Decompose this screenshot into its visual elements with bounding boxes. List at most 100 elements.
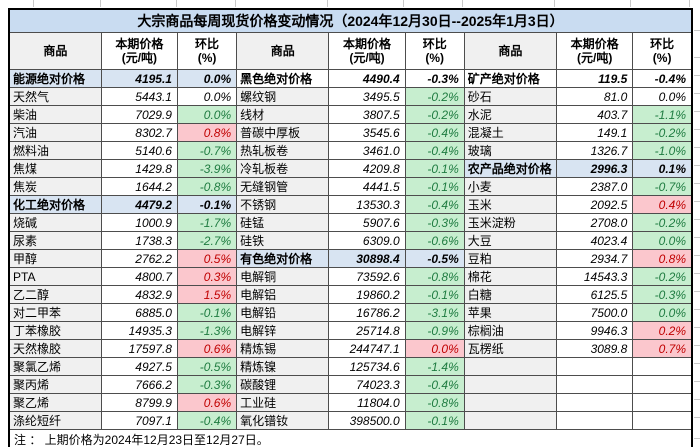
cell-commodity[interactable]: 聚丙烯 [8, 375, 102, 394]
cell-commodity[interactable]: PTA [8, 267, 102, 286]
cell-commodity[interactable]: 丁苯橡胶 [8, 321, 102, 340]
cell-pct-change[interactable]: 0.3% [176, 267, 238, 286]
cell-pct-change[interactable]: -0.2% [404, 87, 465, 106]
cell-commodity[interactable]: 电解铜 [236, 267, 330, 286]
cell-commodity[interactable] [463, 411, 558, 430]
cell-commodity[interactable]: 螺纹钢 [236, 87, 330, 106]
cell-price[interactable]: 7666.2 [100, 375, 178, 394]
cell-pct-change[interactable]: 0.6% [176, 339, 238, 358]
cell-price[interactable]: 2934.7 [556, 249, 634, 268]
cell-price[interactable]: 2387.0 [556, 177, 634, 196]
cell-commodity[interactable]: 有色绝对价格 [236, 249, 330, 268]
cell-pct-change[interactable]: -0.5% [176, 357, 238, 376]
cell-pct-change[interactable]: 0.6% [176, 393, 238, 412]
cell-commodity[interactable]: 不锈钢 [236, 195, 330, 214]
cell-commodity[interactable]: 电解锌 [236, 321, 330, 340]
cell-price[interactable]: 3545.6 [328, 123, 406, 142]
cell-price[interactable]: 119.5 [556, 69, 634, 88]
cell-commodity[interactable] [463, 357, 558, 376]
cell-price[interactable]: 403.7 [556, 105, 634, 124]
cell-pct-change[interactable]: -0.2% [404, 105, 465, 124]
cell-commodity[interactable]: 大豆 [463, 231, 558, 250]
cell-pct-change[interactable]: -2.7% [176, 231, 238, 250]
cell-commodity[interactable]: 棉花 [463, 267, 558, 286]
cell-price[interactable] [556, 357, 634, 376]
col-header-pct[interactable]: 环比 (%) [404, 32, 465, 70]
cell-price[interactable]: 8302.7 [100, 123, 178, 142]
cell-price[interactable]: 2708.0 [556, 213, 634, 232]
cell-pct-change[interactable]: -0.4% [404, 141, 465, 160]
cell-commodity[interactable]: 涤纶短纤 [8, 411, 102, 430]
cell-pct-change[interactable]: -1.4% [404, 357, 465, 376]
cell-pct-change[interactable]: 0.0% [632, 303, 693, 322]
cell-commodity[interactable]: 乙二醇 [8, 285, 102, 304]
cell-price[interactable] [556, 393, 634, 412]
cell-price[interactable]: 4490.4 [328, 69, 406, 88]
cell-pct-change[interactable] [632, 411, 693, 430]
cell-pct-change[interactable]: -0.1% [404, 285, 465, 304]
cell-pct-change[interactable]: -0.7% [632, 177, 693, 196]
cell-pct-change[interactable]: -0.3% [632, 285, 693, 304]
cell-commodity[interactable]: 普碳中厚板 [236, 123, 330, 142]
col-header-commodity[interactable]: 商品 [463, 32, 558, 70]
cell-pct-change[interactable]: 0.0% [176, 69, 238, 88]
cell-pct-change[interactable]: -0.9% [404, 321, 465, 340]
cell-commodity[interactable]: 汽油 [8, 123, 102, 142]
cell-commodity[interactable]: 氧化镨钕 [236, 411, 330, 430]
cell-price[interactable]: 4832.9 [100, 285, 178, 304]
cell-commodity[interactable]: 矿产绝对价格 [463, 69, 558, 88]
cell-price[interactable]: 81.0 [556, 87, 634, 106]
cell-price[interactable] [556, 411, 634, 430]
col-header-price[interactable]: 本期价格 (元/吨) [328, 32, 406, 70]
cell-commodity[interactable]: 焦炭 [8, 177, 102, 196]
cell-pct-change[interactable] [632, 357, 693, 376]
cell-pct-change[interactable]: 0.0% [404, 339, 465, 358]
cell-pct-change[interactable]: 0.0% [176, 87, 238, 106]
cell-commodity[interactable]: 白糖 [463, 285, 558, 304]
cell-pct-change[interactable]: -0.4% [404, 195, 465, 214]
cell-price[interactable]: 2092.5 [556, 195, 634, 214]
cell-price[interactable]: 3807.5 [328, 105, 406, 124]
col-header-pct[interactable]: 环比 (%) [176, 32, 238, 70]
cell-commodity[interactable]: 混凝土 [463, 123, 558, 142]
cell-pct-change[interactable]: 0.5% [176, 249, 238, 268]
cell-price[interactable]: 5140.6 [100, 141, 178, 160]
cell-commodity[interactable]: 天然橡胶 [8, 339, 102, 358]
cell-pct-change[interactable]: -0.4% [404, 375, 465, 394]
cell-commodity[interactable]: 玉米 [463, 195, 558, 214]
cell-price[interactable]: 1738.3 [100, 231, 178, 250]
cell-pct-change[interactable]: -0.6% [404, 231, 465, 250]
cell-price[interactable]: 4023.4 [556, 231, 634, 250]
cell-commodity[interactable]: 碳酸锂 [236, 375, 330, 394]
cell-pct-change[interactable]: -0.4% [176, 411, 238, 430]
cell-pct-change[interactable]: -0.2% [632, 267, 693, 286]
table-title[interactable]: 大宗商品每周现货价格变动情况（2024年12月30日--2025年1月3日） [8, 8, 693, 33]
cell-pct-change[interactable]: -1.7% [176, 213, 238, 232]
cell-commodity[interactable]: 精炼镍 [236, 357, 330, 376]
cell-pct-change[interactable]: -0.3% [176, 375, 238, 394]
cell-pct-change[interactable]: -3.9% [176, 159, 238, 178]
cell-pct-change[interactable]: 0.0% [632, 231, 693, 250]
footnote[interactable]: 注 ： 上期价格为2024年12月23日至12月27日。 [8, 429, 693, 447]
cell-price[interactable]: 4441.5 [328, 177, 406, 196]
cell-price[interactable]: 398500.0 [328, 411, 406, 430]
cell-pct-change[interactable]: -0.4% [632, 69, 693, 88]
cell-price[interactable]: 3461.0 [328, 141, 406, 160]
col-header-price[interactable]: 本期价格 (元/吨) [100, 32, 178, 70]
cell-price[interactable]: 30898.4 [328, 249, 406, 268]
cell-price[interactable]: 6125.5 [556, 285, 634, 304]
cell-commodity[interactable]: 苹果 [463, 303, 558, 322]
cell-pct-change[interactable]: 0.4% [632, 195, 693, 214]
cell-commodity[interactable]: 玉米淀粉 [463, 213, 558, 232]
cell-pct-change[interactable]: 0.7% [632, 339, 693, 358]
cell-commodity[interactable]: 电解铝 [236, 285, 330, 304]
cell-pct-change[interactable]: -0.1% [176, 303, 238, 322]
cell-commodity[interactable]: 精炼锡 [236, 339, 330, 358]
cell-commodity[interactable]: 热轧板卷 [236, 141, 330, 160]
cell-price[interactable]: 73592.6 [328, 267, 406, 286]
cell-pct-change[interactable]: -0.3% [404, 213, 465, 232]
cell-price[interactable]: 125734.6 [328, 357, 406, 376]
col-header-pct[interactable]: 环比 (%) [632, 32, 693, 70]
cell-price[interactable]: 4209.8 [328, 159, 406, 178]
cell-price[interactable]: 4800.7 [100, 267, 178, 286]
